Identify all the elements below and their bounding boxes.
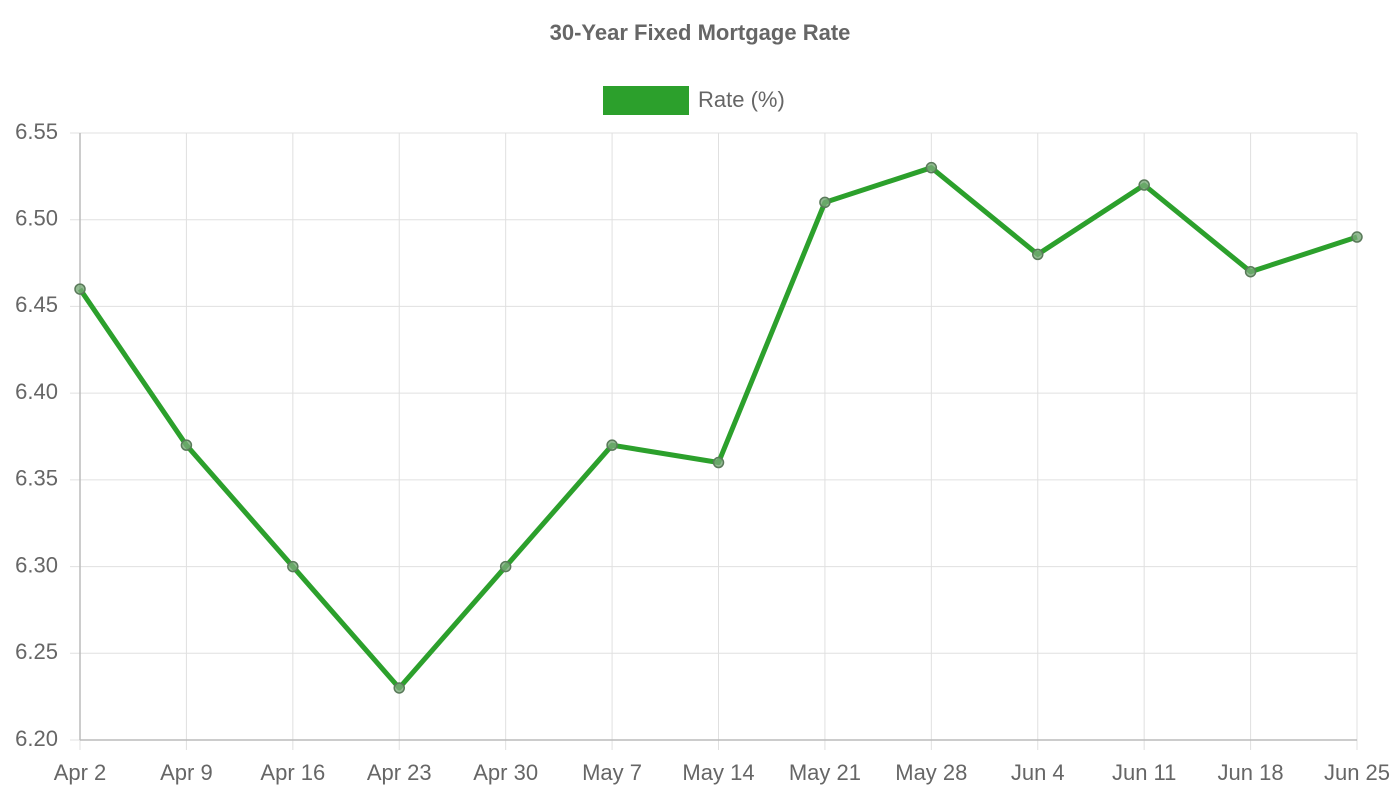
y-tick-label: 6.20 bbox=[15, 726, 58, 751]
x-tick-label: Apr 9 bbox=[160, 760, 213, 785]
y-tick-label: 6.25 bbox=[15, 639, 58, 664]
y-tick-label: 6.30 bbox=[15, 552, 58, 577]
point bbox=[74, 283, 86, 295]
chart-title: 30-Year Fixed Mortgage Rate bbox=[550, 20, 851, 45]
point bbox=[606, 439, 618, 451]
x-tick-label: Jun 11 bbox=[1112, 760, 1176, 785]
point bbox=[287, 560, 299, 573]
legend-label: Rate (%) bbox=[698, 87, 785, 112]
x-tick-label: May 21 bbox=[789, 760, 861, 785]
y-tick-label: 6.35 bbox=[15, 466, 58, 491]
x-tick-label: Apr 23 bbox=[367, 760, 432, 785]
y-tick-label: 6.55 bbox=[15, 119, 58, 144]
x-tick-label: Jun 18 bbox=[1218, 760, 1284, 785]
x-tick-label: May 14 bbox=[682, 760, 754, 785]
x-tick-label: Jun 25 bbox=[1324, 760, 1390, 785]
point bbox=[1351, 231, 1363, 243]
x-tick-label: Jun 4 bbox=[1011, 760, 1065, 785]
point bbox=[1138, 179, 1150, 191]
y-tick-label: 6.40 bbox=[15, 379, 58, 404]
point bbox=[819, 196, 831, 209]
point bbox=[712, 456, 725, 469]
y-tick-label: 6.45 bbox=[15, 292, 58, 317]
point bbox=[925, 161, 938, 174]
x-tick-label: Apr 30 bbox=[473, 760, 538, 785]
point bbox=[1244, 265, 1257, 278]
x-tick-label: Apr 16 bbox=[260, 760, 325, 785]
legend-swatch bbox=[603, 86, 689, 115]
x-tick-label: May 7 bbox=[582, 760, 642, 785]
point bbox=[1032, 248, 1044, 261]
y-tick-label: 6.50 bbox=[15, 206, 58, 231]
x-tick-label: Apr 2 bbox=[54, 760, 107, 785]
point bbox=[393, 682, 405, 694]
point bbox=[180, 439, 193, 451]
point bbox=[499, 560, 512, 573]
x-tick-label: May 28 bbox=[895, 760, 967, 785]
